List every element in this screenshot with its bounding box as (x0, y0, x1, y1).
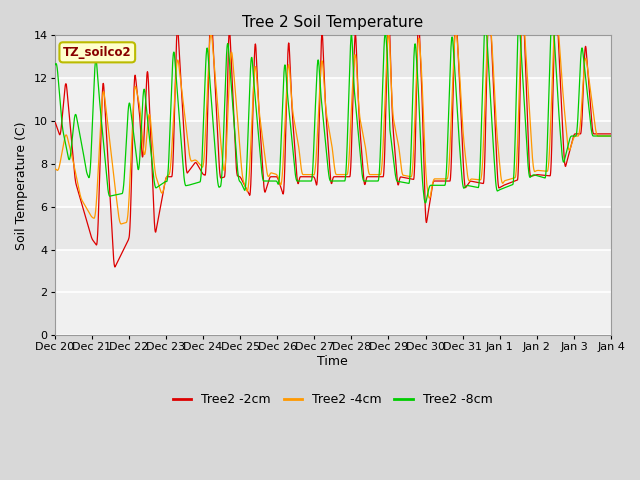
Bar (54, 207, 611, 250)
Legend: Tree2 -2cm, Tree2 -4cm, Tree2 -8cm: Tree2 -2cm, Tree2 -4cm, Tree2 -8cm (168, 388, 498, 411)
Bar (54, 36, 611, 78)
Bar (54, 121, 611, 164)
Title: Tree 2 Soil Temperature: Tree 2 Soil Temperature (242, 15, 424, 30)
X-axis label: Time: Time (317, 355, 348, 368)
Y-axis label: Soil Temperature (C): Soil Temperature (C) (15, 121, 28, 250)
Text: TZ_soilco2: TZ_soilco2 (63, 46, 132, 59)
